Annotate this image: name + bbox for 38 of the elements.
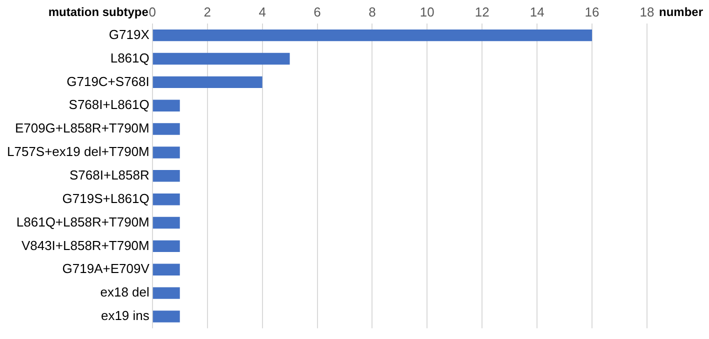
x-tick-label: 14 xyxy=(530,4,544,20)
y-tick-label: G719X xyxy=(108,26,150,42)
bar xyxy=(152,240,180,252)
x-tick-label: 6 xyxy=(314,4,321,20)
y-axis-title: mutation subtype xyxy=(48,5,149,20)
bar xyxy=(152,170,180,182)
bar xyxy=(152,123,180,135)
bar xyxy=(152,100,180,112)
bar xyxy=(152,216,180,229)
bar xyxy=(152,287,180,299)
x-tick-label: 4 xyxy=(258,4,266,20)
bar xyxy=(152,193,180,206)
bar xyxy=(152,29,592,42)
bar xyxy=(152,264,180,276)
y-tick-label: S768I+L858R xyxy=(70,167,150,182)
x-tick-label: 0 xyxy=(148,4,156,20)
y-tick-label: G719S+L861Q xyxy=(62,190,150,206)
bar xyxy=(152,146,180,158)
x-axis-title: number xyxy=(659,5,704,20)
bar xyxy=(152,310,180,322)
y-tick-label: E709G+L858R+T790M xyxy=(14,120,150,136)
bar xyxy=(152,52,290,65)
y-tick-label: L861Q xyxy=(110,50,150,66)
y-tick-label: S768I+L861Q xyxy=(68,97,150,112)
bar xyxy=(152,76,262,88)
y-tick-label: V843I+L858R+T790M xyxy=(21,238,150,253)
x-tick-label: 10 xyxy=(420,4,434,20)
x-tick-label: 18 xyxy=(640,4,654,20)
y-tick-label: G719C+S768I xyxy=(66,74,150,89)
y-tick-label: ex19 ins xyxy=(100,308,150,324)
y-tick-label: ex18 del xyxy=(100,284,150,300)
x-tick-label: 16 xyxy=(584,4,600,20)
y-tick-label: L861Q+L858R+T790M xyxy=(16,214,150,230)
x-tick-label: 8 xyxy=(368,4,376,20)
y-tick-label: L757S+ex19 del+T790M xyxy=(6,144,150,160)
x-tick-label: 12 xyxy=(474,4,490,20)
x-tick-label: 2 xyxy=(204,4,211,20)
y-tick-label: G719A+E709V xyxy=(62,261,150,276)
